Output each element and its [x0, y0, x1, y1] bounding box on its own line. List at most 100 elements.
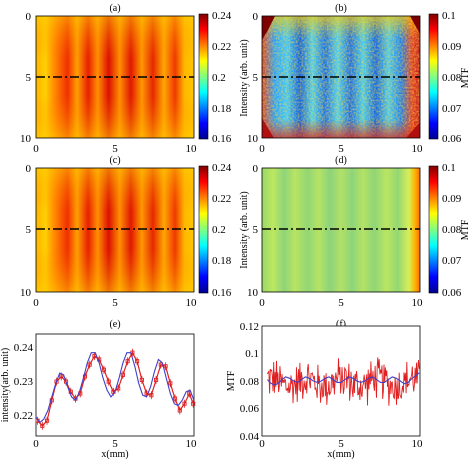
- panel-c-xtick-1: 5: [112, 297, 118, 309]
- panel-e-data-point: [87, 362, 92, 367]
- panel-b-cbar-tick-0: 0.1: [442, 10, 456, 22]
- panel-b-cbar-tick-3: 0.07: [442, 103, 462, 115]
- panel-f-label: (f): [336, 319, 346, 330]
- panel-b-ytick-1: 5: [253, 72, 259, 84]
- panel-b-cbar-label: MTF: [460, 67, 471, 88]
- panel-d-ytick-2: 10: [247, 287, 259, 299]
- panel-f-ytick-2: 0.08: [240, 376, 260, 388]
- panel-e-series-fit-line: [35, 352, 195, 424]
- panel-e-plot: [35, 348, 196, 430]
- panel-b-ylabel: Intensity (arb. unit): [239, 39, 250, 116]
- panel-c-heatmap: [36, 168, 194, 292]
- panel-c-label: (c): [109, 155, 120, 166]
- panel-d-xtick-1: 5: [338, 297, 344, 309]
- panel-e-data-point: [59, 374, 64, 379]
- panel-a-ytick-1: 5: [26, 72, 32, 84]
- panel-e-xtick-2: 10: [186, 438, 198, 450]
- panel-b-label: (b): [335, 3, 347, 14]
- panel-f-ytick-0: 0.12: [240, 321, 259, 333]
- panel-f-ytick-4: 0.04: [240, 431, 260, 443]
- panel-f-xtick-2: 10: [412, 438, 424, 450]
- panel-b-cbar-tick-4: 0.06: [442, 133, 462, 145]
- panel-d-colorbar: [428, 165, 439, 294]
- panel-e-xtick-1: 5: [112, 438, 118, 450]
- panel-e-data-point: [168, 381, 173, 386]
- panel-e-xtick-0: 0: [33, 438, 39, 450]
- panel-c: (c) 0 5 10 0 5 10 0.24 0.22 0.2 0.18 0.1…: [20, 155, 232, 309]
- panel-e-data-point: [172, 396, 178, 401]
- panel-e-data-point: [139, 377, 144, 382]
- panel-b-xtick-2: 10: [412, 143, 424, 155]
- panel-c-cbar-tick-1: 0.22: [212, 193, 231, 205]
- panel-a-cbar-tick-1: 0.22: [212, 41, 231, 53]
- panel-a-cbar-tick-2: 0.2: [212, 72, 226, 84]
- panel-e-data-point: [177, 408, 182, 413]
- panel-e-data-point: [120, 372, 125, 377]
- panel-d-cbar-label: MTF: [460, 219, 471, 240]
- panel-b-xtick-1: 5: [338, 143, 344, 155]
- panel-a-xtick-2: 10: [186, 143, 198, 155]
- panel-e-ylabel: intensity(arb. unit): [0, 348, 11, 422]
- panel-d-cbar-tick-0: 0.1: [442, 162, 456, 174]
- panel-e-ytick-1: 0.23: [14, 376, 34, 388]
- panel-a-cbar-tick-4: 0.16: [212, 133, 232, 145]
- panel-a: (a) 0 5 10 0 5 10 0.24 0.22 0.2 0.18 0.1…: [20, 3, 232, 155]
- panel-e-ytick-2: 0.22: [14, 410, 33, 422]
- panel-e-data-point: [45, 418, 50, 423]
- panel-e-data-point: [135, 359, 140, 364]
- panel-f-xtick-0: 0: [259, 438, 265, 450]
- panel-d-label: (d): [335, 155, 347, 166]
- panel-b-cbar-tick-1: 0.09: [442, 41, 462, 53]
- panel-b-cbar-tick-2: 0.08: [442, 72, 462, 84]
- panel-a-cbar-tick-0: 0.24: [212, 10, 232, 22]
- panel-b-ytick-0: 0: [253, 11, 259, 23]
- panel-a-xtick-0: 0: [33, 143, 39, 155]
- panel-b-ytick-2: 10: [247, 133, 259, 145]
- panel-c-cbar-tick-4: 0.16: [212, 287, 232, 299]
- panel-e-data-point: [101, 367, 106, 372]
- panel-d-frame: [261, 167, 421, 293]
- panel-f-ytick-3: 0.06: [240, 403, 260, 415]
- panel-d-ylabel: Intensity (arb. unit): [239, 191, 250, 268]
- panel-d-ytick-1: 5: [253, 224, 259, 236]
- panel-f-xlabel: x(mm): [327, 449, 354, 459]
- panel-c-ytick-1: 5: [26, 224, 32, 236]
- panel-b: (b) Intensity (arb. unit) 0 5 10 0 5 10 …: [239, 3, 471, 155]
- panel-e-data-point: [149, 393, 154, 398]
- panel-e-ytick-0: 0.24: [14, 342, 34, 354]
- panel-c-ytick-2: 10: [20, 287, 32, 299]
- panel-e-data-point: [154, 377, 159, 382]
- panel-a-cbar-tick-3: 0.18: [212, 103, 232, 115]
- panel-e-data-point: [106, 379, 111, 384]
- panel-d-ytick-0: 0: [253, 163, 259, 175]
- panel-d-xtick-0: 0: [259, 297, 265, 309]
- panel-d: (d) Intensity (arb. unit) 0 5 10 0 5 10 …: [239, 155, 471, 309]
- panel-f: (f) 0.12 0.1 0.08 0.06 0.04 0 5 10 x(mm)…: [226, 319, 423, 459]
- panel-c-cbar-tick-2: 0.2: [212, 224, 226, 236]
- panel-d-cbar-tick-2: 0.08: [442, 224, 462, 236]
- panel-a-ytick-2: 10: [20, 133, 32, 145]
- panel-a-label: (a): [109, 3, 120, 14]
- panel-f-xtick-1: 5: [338, 438, 344, 450]
- panel-b-colorbar: [428, 13, 439, 140]
- panel-e-data-point: [125, 359, 130, 364]
- panel-f-frame: [261, 325, 421, 437]
- panel-e-data-point: [191, 401, 196, 406]
- panel-d-heatmap: [262, 168, 420, 292]
- panel-f-plot: [267, 357, 420, 406]
- panel-e-xlabel: x(mm): [101, 449, 128, 459]
- panel-e-label: (e): [109, 319, 120, 330]
- panel-e-data-point: [40, 423, 45, 428]
- panel-c-ytick-0: 0: [26, 163, 32, 175]
- panel-b-xtick-0: 0: [259, 143, 265, 155]
- panel-a-xtick-1: 5: [112, 143, 118, 155]
- panel-d-cbar-tick-3: 0.07: [442, 255, 462, 267]
- panel-c-xtick-0: 0: [33, 297, 39, 309]
- panel-f-ylabel: MTF: [226, 370, 237, 391]
- panel-c-cbar-tick-0: 0.24: [212, 162, 232, 174]
- panel-f-series-fit-line: [267, 372, 420, 386]
- panel-c-cbar-tick-3: 0.18: [212, 255, 232, 267]
- panel-f-ytick-1: 0.1: [245, 348, 259, 360]
- panel-e: (e) 0.24 0.23 0.22 0 5 10 x(mm) intensit…: [0, 319, 197, 459]
